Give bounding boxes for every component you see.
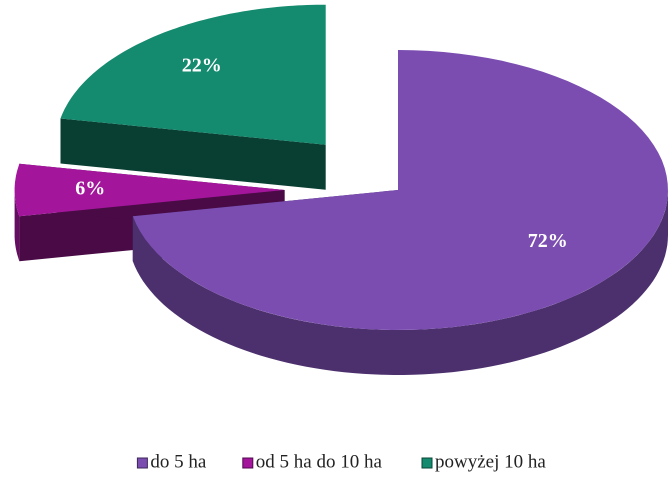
slice-side [132, 190, 668, 375]
legend-swatch [136, 457, 148, 469]
legend-label: od 5 ha do 10 ha [256, 451, 383, 472]
slice [60, 4, 326, 145]
data-label: 72% [528, 230, 568, 252]
data-label: 6% [75, 178, 105, 200]
legend-label: powyżej 10 ha [435, 451, 546, 472]
legend-swatch [421, 457, 433, 469]
legend-label: do 5 ha [150, 451, 207, 472]
slice-side [14, 190, 20, 262]
legend-swatch [242, 457, 254, 469]
slice [132, 50, 668, 330]
slice [14, 163, 285, 217]
slice-wall [60, 118, 326, 190]
data-label: 22% [182, 55, 222, 77]
